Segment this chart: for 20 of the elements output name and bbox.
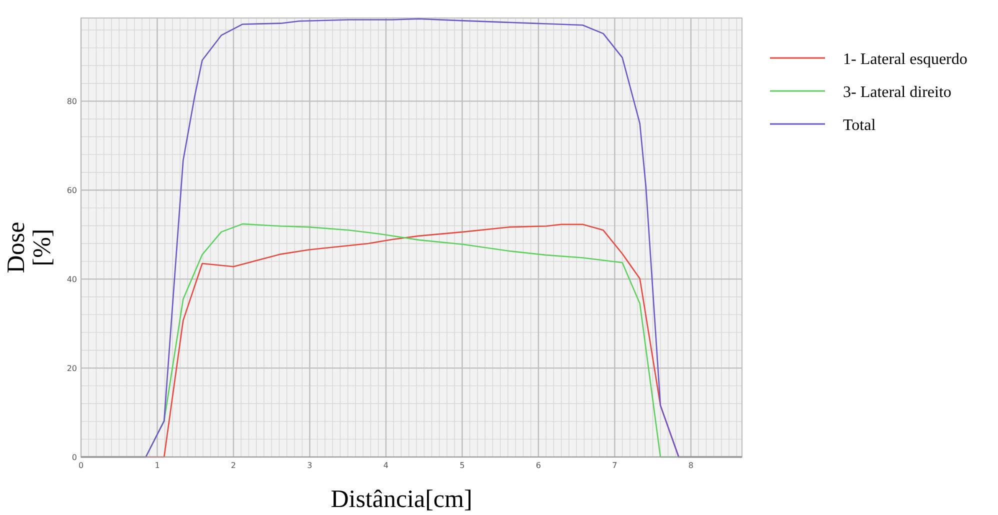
legend-label: Total — [843, 117, 876, 134]
x-tick-label: 3 — [307, 461, 312, 470]
x-tick-label: 5 — [460, 461, 465, 470]
x-tick-label: 7 — [612, 461, 618, 470]
x-tick-label: 6 — [536, 461, 541, 470]
x-axis-title: Distância[cm] — [330, 486, 472, 513]
x-tick-label: 4 — [383, 461, 389, 470]
x-tick-label: 0 — [78, 461, 84, 470]
y-axis-title: Dose [%] — [3, 222, 56, 274]
line-series — [80, 18, 743, 458]
x-tick-label: 1 — [154, 461, 160, 470]
y-tick-label: 40 — [66, 275, 77, 284]
x-tick-label: 2 — [230, 461, 236, 470]
legend-label: 1- Lateral esquerdo — [843, 51, 968, 68]
y-tick-label: 0 — [72, 453, 77, 462]
y-tick-label: 60 — [66, 186, 77, 196]
y-tick-label: 20 — [66, 364, 77, 374]
legend-label: 3- Lateral direito — [843, 84, 952, 101]
y-tick-label: 80 — [66, 97, 77, 106]
x-tick-label: 8 — [688, 461, 694, 470]
